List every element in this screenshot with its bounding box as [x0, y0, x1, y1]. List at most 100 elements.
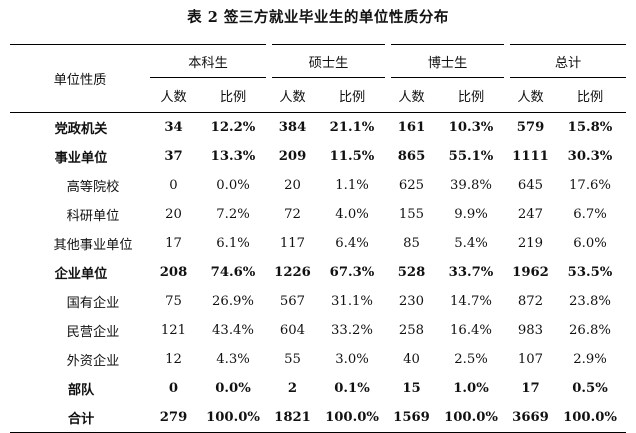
- cell-ratio: 14.7%: [450, 294, 492, 309]
- cell-count: 983: [517, 323, 544, 338]
- cell-count: 37: [164, 149, 183, 164]
- cell-count: 1962: [512, 265, 549, 280]
- column-header-count: 人数: [160, 89, 187, 105]
- column-group-undergrad: 本科生: [150, 44, 269, 78]
- cell-count: 75: [165, 294, 182, 309]
- cell-count: 17: [521, 381, 540, 396]
- cell-ratio: 4.3%: [216, 352, 250, 367]
- cell-count: 17: [165, 236, 182, 251]
- row-label: 高等院校: [66, 180, 120, 195]
- table-row: 其他事业单位 17 6.1% 117 6.4% 85 5.4% 219 6.0%: [10, 229, 626, 258]
- cell-count: 219: [517, 236, 544, 251]
- cell-ratio: 6.1%: [216, 236, 250, 251]
- cell-ratio: 39.8%: [450, 178, 492, 193]
- cell-count: 258: [398, 323, 425, 338]
- cell-ratio: 10.3%: [448, 120, 494, 135]
- cell-ratio: 2.5%: [454, 352, 488, 367]
- cell-ratio: 13.3%: [210, 149, 256, 164]
- cell-count: 20: [165, 207, 182, 222]
- column-header-ratio: 比例: [338, 89, 366, 105]
- cell-ratio: 21.1%: [329, 120, 375, 135]
- cell-count: 279: [159, 410, 188, 425]
- cell-count: 1569: [393, 410, 430, 425]
- row-label: 事业单位: [54, 151, 108, 166]
- cell-ratio: 2.9%: [573, 352, 607, 367]
- cell-ratio: 6.4%: [335, 236, 369, 251]
- column-header-count: 人数: [517, 89, 544, 105]
- cell-count: 121: [160, 323, 187, 338]
- cell-ratio: 12.2%: [210, 120, 256, 135]
- cell-count: 604: [279, 323, 306, 338]
- cell-count: 0: [169, 178, 178, 193]
- cell-ratio: 4.0%: [335, 207, 369, 222]
- table-row: 企业单位 208 74.6% 1226 67.3% 528 33.7% 1962…: [10, 258, 626, 287]
- column-group-doctor: 博士生: [385, 44, 507, 78]
- cell-count: 645: [517, 178, 544, 193]
- cell-count: 1111: [512, 149, 549, 164]
- row-label: 外资企业: [66, 354, 120, 369]
- cell-ratio: 1.0%: [453, 381, 489, 396]
- cell-ratio: 0.1%: [334, 381, 370, 396]
- row-label: 党政机关: [54, 122, 108, 137]
- row-label: 企业单位: [54, 267, 108, 282]
- cell-count: 865: [397, 149, 426, 164]
- cell-count: 72: [284, 207, 301, 222]
- column-header-count: 人数: [398, 89, 425, 105]
- cell-ratio: 0.0%: [216, 178, 250, 193]
- table-caption: 表 2 签三方就业毕业生的单位性质分布: [187, 9, 449, 26]
- row-label: 部队: [67, 383, 95, 398]
- row-label: 其他事业单位: [53, 238, 133, 253]
- cell-ratio: 3.0%: [335, 352, 369, 367]
- cell-ratio: 33.7%: [448, 265, 494, 280]
- cell-count: 384: [278, 120, 307, 135]
- table-row: 国有企业 75 26.9% 567 31.1% 230 14.7% 872 23…: [10, 287, 626, 316]
- table-row: 高等院校 0 0.0% 20 1.1% 625 39.8% 645 17.6%: [10, 171, 626, 200]
- column-header-ratio: 比例: [219, 89, 247, 105]
- cell-ratio: 100.0%: [206, 410, 260, 425]
- cell-ratio: 26.8%: [569, 323, 611, 338]
- column-header-ratio: 比例: [457, 89, 485, 105]
- column-header-ratio: 比例: [576, 89, 604, 105]
- cell-count: 1821: [274, 410, 311, 425]
- cell-count: 567: [279, 294, 306, 309]
- cell-count: 230: [398, 294, 425, 309]
- cell-count: 2: [287, 381, 298, 396]
- table-row: 部队 0 0.0% 2 0.1% 15 1.0% 17 0.5%: [10, 374, 626, 403]
- row-label-total: 合计: [67, 412, 95, 427]
- cell-ratio: 9.9%: [454, 207, 488, 222]
- cell-count: 0: [168, 381, 179, 396]
- cell-count: 155: [398, 207, 425, 222]
- cell-count: 85: [403, 236, 420, 251]
- table-body: 党政机关 34 12.2% 384 21.1% 161 10.3% 579 15…: [10, 113, 626, 433]
- cell-ratio: 67.3%: [329, 265, 375, 280]
- cell-count: 34: [164, 120, 183, 135]
- cell-ratio: 55.1%: [448, 149, 494, 164]
- cell-ratio: 74.6%: [210, 265, 256, 280]
- table-row: 事业单位 37 13.3% 209 11.5% 865 55.1% 1111 3…: [10, 142, 626, 171]
- cell-ratio: 7.2%: [216, 207, 250, 222]
- row-label: 民营企业: [66, 325, 120, 340]
- row-label: 科研单位: [66, 209, 120, 224]
- cell-count: 579: [516, 120, 545, 135]
- cell-ratio: 6.7%: [573, 207, 607, 222]
- employer-type-table: 单位性质 本科生 硕士生 博士生 总计 人数 比例 人数 比例 人数 比例 人数…: [10, 44, 626, 433]
- table-row: 党政机关 34 12.2% 384 21.1% 161 10.3% 579 15…: [10, 113, 626, 143]
- cell-count: 12: [165, 352, 182, 367]
- cell-count: 161: [397, 120, 426, 135]
- cell-ratio: 43.4%: [212, 323, 254, 338]
- cell-ratio: 11.5%: [329, 149, 375, 164]
- cell-ratio: 33.2%: [331, 323, 373, 338]
- cell-count: 107: [517, 352, 544, 367]
- cell-count: 1226: [274, 265, 311, 280]
- table-row: 外资企业 12 4.3% 55 3.0% 40 2.5% 107 2.9%: [10, 345, 626, 374]
- cell-count: 209: [278, 149, 307, 164]
- cell-count: 3669: [512, 410, 549, 425]
- table-row: 民营企业 121 43.4% 604 33.2% 258 16.4% 983 2…: [10, 316, 626, 345]
- cell-ratio: 53.5%: [567, 265, 613, 280]
- cell-ratio: 6.0%: [573, 236, 607, 251]
- cell-ratio: 100.0%: [563, 410, 617, 425]
- column-group-total: 总计: [504, 44, 626, 78]
- column-group-master: 硕士生: [266, 44, 388, 78]
- cell-count: 625: [398, 178, 425, 193]
